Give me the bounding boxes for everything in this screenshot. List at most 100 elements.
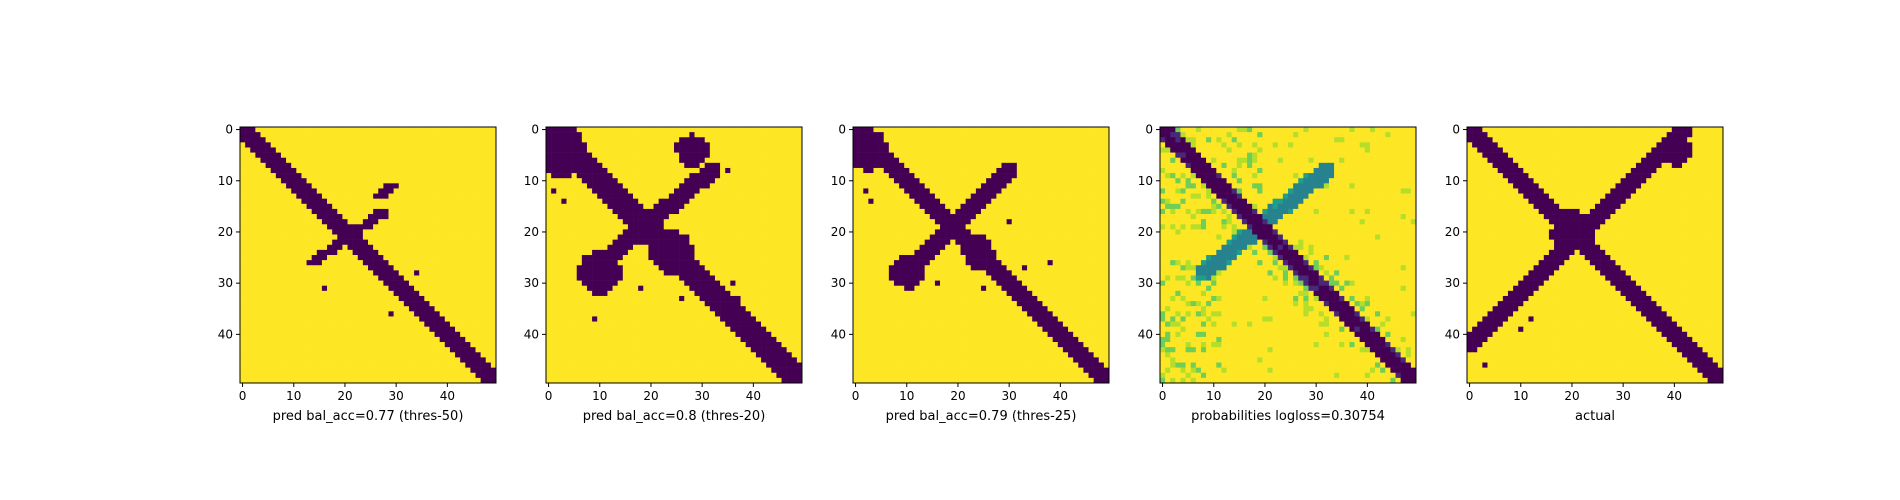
heatmap-cell — [265, 137, 272, 143]
heatmap-cell — [296, 290, 302, 297]
heatmap-cell — [684, 270, 690, 276]
heatmap-cell — [781, 157, 787, 164]
heatmap-cell — [245, 162, 251, 169]
heatmap-cell — [740, 173, 746, 179]
heatmap-cell — [291, 326, 297, 333]
heatmap-cell — [786, 280, 793, 287]
heatmap-cell — [684, 229, 690, 235]
heatmap-cell — [709, 331, 716, 338]
heatmap-cell — [408, 301, 415, 307]
heatmap-cell — [694, 347, 700, 353]
heatmap-cell — [586, 367, 593, 374]
heatmap-cell — [368, 377, 374, 384]
heatmap-cell — [668, 229, 675, 235]
heatmap-cell — [347, 372, 353, 379]
heatmap-cell — [327, 229, 333, 235]
heatmap-cell — [383, 301, 389, 307]
heatmap-cell — [296, 214, 302, 220]
heatmap-cell — [730, 347, 736, 353]
heatmap-cell — [617, 208, 624, 215]
heatmap-cell — [280, 167, 287, 174]
heatmap-cell — [419, 280, 425, 287]
heatmap-cell — [444, 244, 451, 251]
heatmap-cell — [791, 357, 798, 363]
heatmap-cell — [755, 203, 762, 210]
heatmap-cell — [485, 336, 492, 343]
heatmap-cell — [648, 142, 654, 148]
heatmap-cell — [766, 214, 772, 220]
heatmap-cell — [546, 321, 552, 327]
heatmap-cell — [455, 234, 461, 240]
heatmap-cell — [321, 306, 328, 312]
heatmap-cell — [316, 377, 323, 384]
heatmap-cell — [566, 331, 572, 338]
heatmap-cell — [658, 142, 665, 148]
heatmap-cell — [398, 188, 405, 194]
heatmap-cell — [373, 367, 379, 374]
heatmap-cell — [561, 132, 567, 138]
heatmap-cell — [627, 270, 634, 276]
heatmap-cell — [607, 270, 613, 276]
heatmap-cell — [490, 198, 497, 205]
heatmap-cell — [444, 157, 451, 164]
heatmap-cell — [725, 234, 731, 240]
heatmap-cell — [674, 152, 680, 159]
heatmap-cell — [362, 290, 369, 297]
heatmap-cell — [755, 306, 762, 312]
heatmap-cell — [286, 173, 292, 179]
heatmap-cell — [352, 173, 359, 179]
heatmap-cell — [699, 183, 706, 189]
heatmap-cell — [566, 367, 572, 374]
heatmap-cell — [755, 295, 762, 302]
heatmap-cell — [357, 188, 364, 194]
heatmap-cell — [383, 321, 389, 327]
heatmap-cell — [414, 198, 420, 205]
heatmap-cell — [546, 127, 552, 133]
heatmap-cell — [321, 137, 328, 143]
heatmap-cell — [796, 137, 803, 143]
heatmap-cell — [709, 178, 716, 184]
heatmap-cell — [419, 137, 425, 143]
heatmap-cell — [245, 336, 251, 343]
heatmap-cell — [781, 357, 787, 363]
heatmap-cell — [638, 347, 644, 353]
heatmap-cell — [689, 336, 695, 343]
heatmap-cell — [357, 285, 364, 292]
heatmap-cell — [393, 285, 400, 292]
heatmap-cell — [725, 152, 731, 159]
heatmap-cell — [439, 306, 446, 312]
heatmap-cell — [311, 295, 318, 302]
heatmap-cell — [408, 326, 415, 333]
heatmap-cell — [373, 127, 379, 133]
heatmap-cell — [347, 173, 353, 179]
heatmap-cell — [627, 290, 634, 297]
heatmap-cell — [709, 295, 716, 302]
heatmap-cell — [342, 178, 348, 184]
heatmap-cell — [337, 280, 343, 287]
heatmap-cell — [556, 234, 562, 240]
heatmap-cell — [383, 347, 389, 353]
heatmap-cell — [597, 372, 603, 379]
heatmap-cell — [286, 326, 292, 333]
heatmap-cell — [781, 316, 787, 322]
heatmap-cell — [327, 183, 333, 189]
heatmap-cell — [761, 321, 767, 327]
heatmap-cell — [270, 142, 277, 148]
heatmap-cell — [576, 357, 583, 363]
heatmap-cell — [561, 193, 567, 199]
heatmap-cell — [643, 239, 649, 246]
heatmap-cell — [714, 244, 721, 251]
heatmap-cell — [771, 203, 777, 210]
heatmap-cell — [648, 249, 654, 256]
heatmap-cell — [275, 301, 282, 307]
heatmap-cell — [561, 188, 567, 194]
heatmap-cell — [342, 285, 348, 292]
heatmap-cell — [398, 239, 405, 246]
heatmap-cell — [362, 229, 369, 235]
heatmap-cell — [444, 229, 451, 235]
heatmap-cell — [470, 147, 476, 153]
heatmap-cell — [321, 352, 328, 358]
heatmap-cell — [612, 265, 618, 271]
heatmap-cell — [786, 367, 793, 374]
heatmap-cell — [434, 214, 440, 220]
